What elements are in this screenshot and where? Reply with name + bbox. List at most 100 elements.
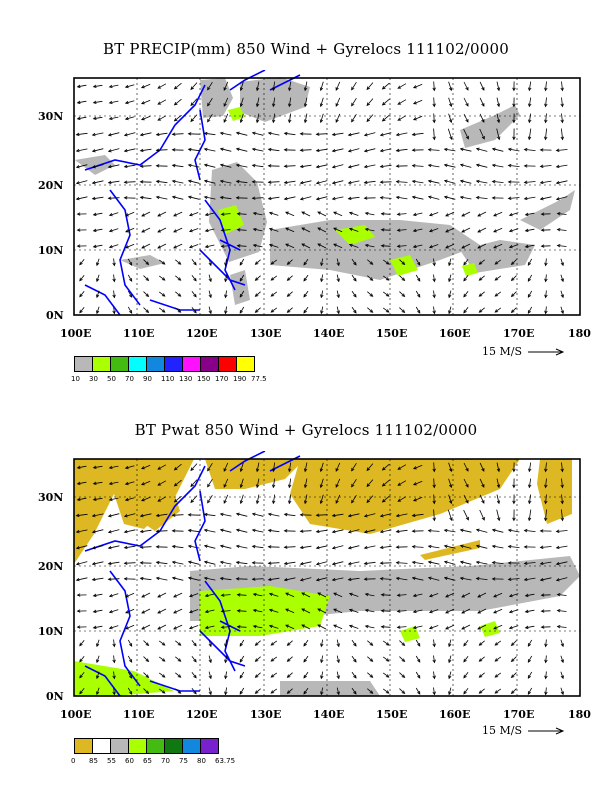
wind-arrow-head: [331, 529, 336, 534]
wind-arrow: [428, 196, 440, 200]
wind-arrow-head: [141, 626, 145, 630]
wind-arrow-head: [267, 561, 272, 565]
wind-arrow: [479, 509, 485, 521]
wind-arrow-head: [157, 626, 161, 630]
wind-arrow-head: [461, 245, 465, 249]
wind-arrow: [225, 687, 227, 695]
wind-arrow-head: [303, 87, 308, 92]
lon-label: 150E: [376, 327, 407, 340]
wind-arrow-head: [141, 245, 145, 249]
wind-arrow: [509, 212, 519, 216]
wind-arrow-head: [523, 561, 528, 565]
wind-arrow: [77, 497, 87, 501]
wind-arrow-head: [353, 658, 357, 663]
wind-arrow: [124, 513, 136, 517]
wind-arrow-head: [449, 87, 453, 92]
wind-arrow-head: [417, 658, 421, 663]
wind-arrow-head: [76, 228, 81, 232]
wind-arrow: [351, 258, 357, 266]
wind-arrow: [172, 180, 184, 184]
wind-arrow: [332, 164, 344, 168]
colorbar-label: 55: [107, 757, 116, 765]
wind-arrow-head: [139, 180, 144, 184]
wind-arrow-head: [285, 592, 289, 596]
wind-arrow: [301, 227, 311, 233]
wind-arrow-head: [315, 132, 320, 136]
wind-arrow-head: [528, 468, 532, 473]
wind-arrow-head: [283, 131, 288, 136]
wind-arrow-head: [193, 293, 197, 298]
wind-arrow: [557, 213, 567, 215]
wind-arrow: [380, 148, 392, 152]
wind-arrow: [256, 478, 260, 488]
wind-arrow-head: [428, 229, 433, 233]
wind-arrow: [320, 671, 324, 679]
wind-arrow: [556, 530, 568, 532]
wind-arrow-head: [465, 135, 469, 140]
wind-arrow-head: [91, 180, 96, 185]
wind-arrow-head: [317, 227, 321, 231]
wind-arrow: [349, 625, 359, 629]
wind-arrow: [336, 258, 340, 266]
wind-arrow: [268, 562, 280, 564]
wind-arrow-head: [475, 147, 480, 151]
wind-arrow-head: [539, 164, 544, 168]
wind-arrow-head: [92, 228, 97, 233]
wind-arrow-head: [235, 560, 240, 565]
wind-arrow-head: [288, 119, 292, 124]
wind-arrow: [317, 624, 327, 630]
wind-arrow: [508, 148, 520, 152]
wind-arrow-head: [556, 593, 561, 597]
wind-arrow-head: [379, 148, 384, 153]
wind-arrow-head: [92, 497, 97, 501]
wind-arrow-head: [128, 691, 133, 695]
wind-arrow-head: [272, 468, 276, 473]
wind-arrow: [560, 655, 564, 663]
wind-arrow-head: [366, 118, 370, 123]
wind-arrow-head: [507, 577, 512, 581]
wind-arrow: [461, 227, 471, 233]
wind-arrow: [335, 494, 341, 504]
wind-arrow-head: [270, 261, 275, 265]
wind-scale-label: 15 M/S: [482, 724, 566, 737]
wind-arrow: [545, 306, 547, 314]
wind-arrow-head: [494, 293, 499, 297]
wind-arrow-head: [465, 500, 469, 504]
wind-arrow: [158, 640, 166, 646]
wind-arrow: [476, 545, 488, 549]
wind-arrow: [545, 274, 547, 282]
wind-arrow: [463, 687, 469, 695]
wind-arrow-head: [283, 196, 288, 201]
wind-arrow: [320, 478, 324, 488]
wind-arrow-head: [491, 196, 496, 200]
wind-arrow-head: [397, 466, 402, 470]
wind-arrow: [351, 290, 357, 298]
wind-arrow-head: [91, 513, 96, 518]
wind-arrow-head: [475, 576, 480, 581]
wind-arrow: [364, 180, 376, 184]
wind-arrow-head: [381, 117, 386, 122]
wind-arrow: [269, 228, 279, 232]
wind-arrow: [444, 561, 456, 565]
wind-arrow-head: [124, 497, 129, 502]
wind-arrow: [285, 592, 295, 598]
wind-arrow: [428, 164, 440, 168]
wind-arrow-head: [254, 690, 259, 694]
wind-arrow: [208, 687, 212, 695]
wind-arrow: [433, 687, 435, 695]
wind-arrow-head: [369, 690, 374, 694]
wind-arrow: [301, 608, 311, 614]
wind-arrow-head: [219, 179, 224, 184]
wind-arrow-head: [396, 212, 401, 216]
wind-arrow: [351, 494, 357, 504]
wind-arrow-head: [161, 277, 166, 281]
wind-arrow-head: [301, 211, 305, 215]
wind-arrow: [445, 227, 455, 233]
wind-arrow-head: [369, 674, 374, 678]
wind-arrow: [268, 513, 280, 517]
wind-arrow: [287, 640, 293, 646]
wind-arrow-head: [560, 294, 564, 299]
wind-arrow-head: [75, 577, 80, 582]
wind-arrow: [141, 243, 151, 249]
wind-arrow-head: [193, 309, 197, 314]
